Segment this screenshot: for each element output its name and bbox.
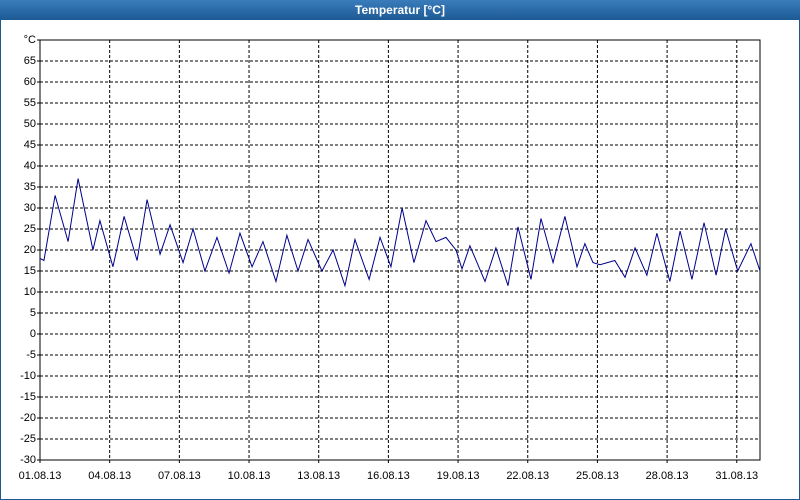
x-tick-label: 31.08.13 (715, 470, 758, 482)
title-bar (0, 0, 800, 20)
x-tick-label: 16.08.13 (367, 470, 410, 482)
y-tick-label: -15 (20, 391, 36, 403)
y-tick-label: 40 (24, 160, 36, 172)
y-tick-label: 45 (24, 139, 36, 151)
y-tick-label: -10 (20, 370, 36, 382)
y-tick-label: -30 (20, 454, 36, 466)
y-tick-label: 60 (24, 76, 36, 88)
x-tick-label: 22.08.13 (506, 470, 549, 482)
y-tick-label: 20 (24, 244, 36, 256)
chart-title: Temperatur [°C] (355, 3, 445, 17)
x-tick-label: 10.08.13 (228, 470, 271, 482)
y-tick-label: °C (24, 34, 36, 46)
x-tick-label: 25.08.13 (576, 470, 619, 482)
x-tick-label: 19.08.13 (437, 470, 480, 482)
y-tick-label: -25 (20, 433, 36, 445)
x-tick-label: 01.08.13 (19, 470, 62, 482)
y-tick-label: -5 (26, 349, 36, 361)
y-tick-label: 10 (24, 286, 36, 298)
x-tick-label: 13.08.13 (297, 470, 340, 482)
y-tick-label: 0 (30, 328, 36, 340)
y-tick-label: 35 (24, 181, 36, 193)
y-tick-label: 30 (24, 202, 36, 214)
x-tick-label: 04.08.13 (88, 470, 131, 482)
y-tick-label: 50 (24, 118, 36, 130)
plot-border (39, 39, 761, 461)
x-tick-label: 07.08.13 (158, 470, 201, 482)
y-tick-label: 55 (24, 97, 36, 109)
y-tick-label: 15 (24, 265, 36, 277)
y-tick-label: 25 (24, 223, 36, 235)
y-tick-label: 5 (30, 307, 36, 319)
y-tick-label: -20 (20, 412, 36, 424)
x-tick-label: 28.08.13 (646, 470, 689, 482)
y-tick-label: 65 (24, 55, 36, 67)
temperature-line (39, 178, 761, 288)
